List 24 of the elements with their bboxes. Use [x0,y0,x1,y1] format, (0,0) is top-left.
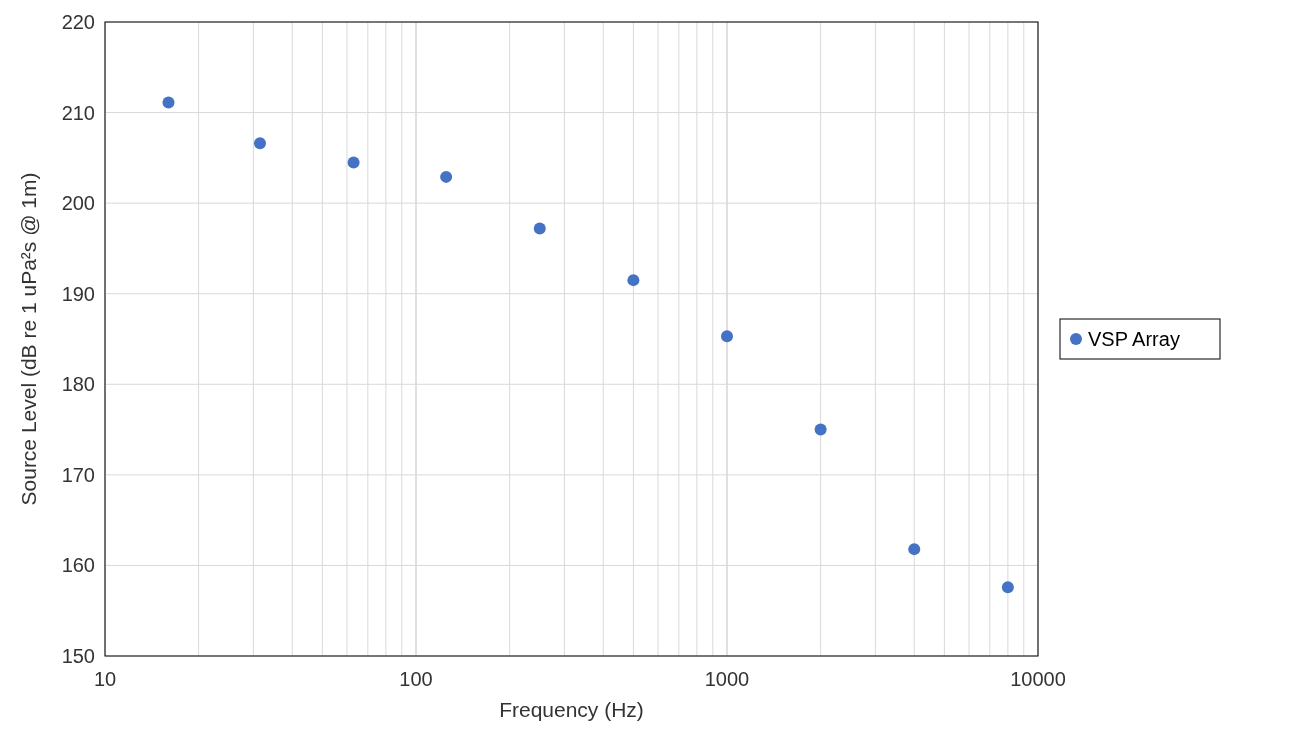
point [1001,581,1014,594]
point [814,423,827,436]
y-tick-label: 160 [61,554,95,577]
legend-label: VSP Array [1088,328,1180,350]
y-tick-label: 170 [61,463,95,486]
y-tick-label: 180 [61,373,95,396]
point [721,330,733,343]
y-tick-label: 220 [61,11,95,33]
y-tick-label: 150 [61,645,95,667]
point [347,156,360,169]
y-tick-label: 190 [61,282,95,305]
point [533,222,546,235]
y-tick-label: 210 [61,101,95,124]
y-tick-label: 200 [61,192,95,215]
x-tick-label: 100 [399,668,433,690]
x-tick-label: 1000 [704,668,750,690]
x-tick-label: 10 [93,668,117,690]
point [253,137,266,150]
point [440,170,453,183]
x-axis-title: Frequency (Hz) [499,698,644,721]
point [908,543,921,556]
x-tick-label: 10000 [1010,668,1066,690]
point [627,274,640,287]
y-axis-title: Source Level (dB re 1 uPa²s @ 1m) [17,172,40,506]
